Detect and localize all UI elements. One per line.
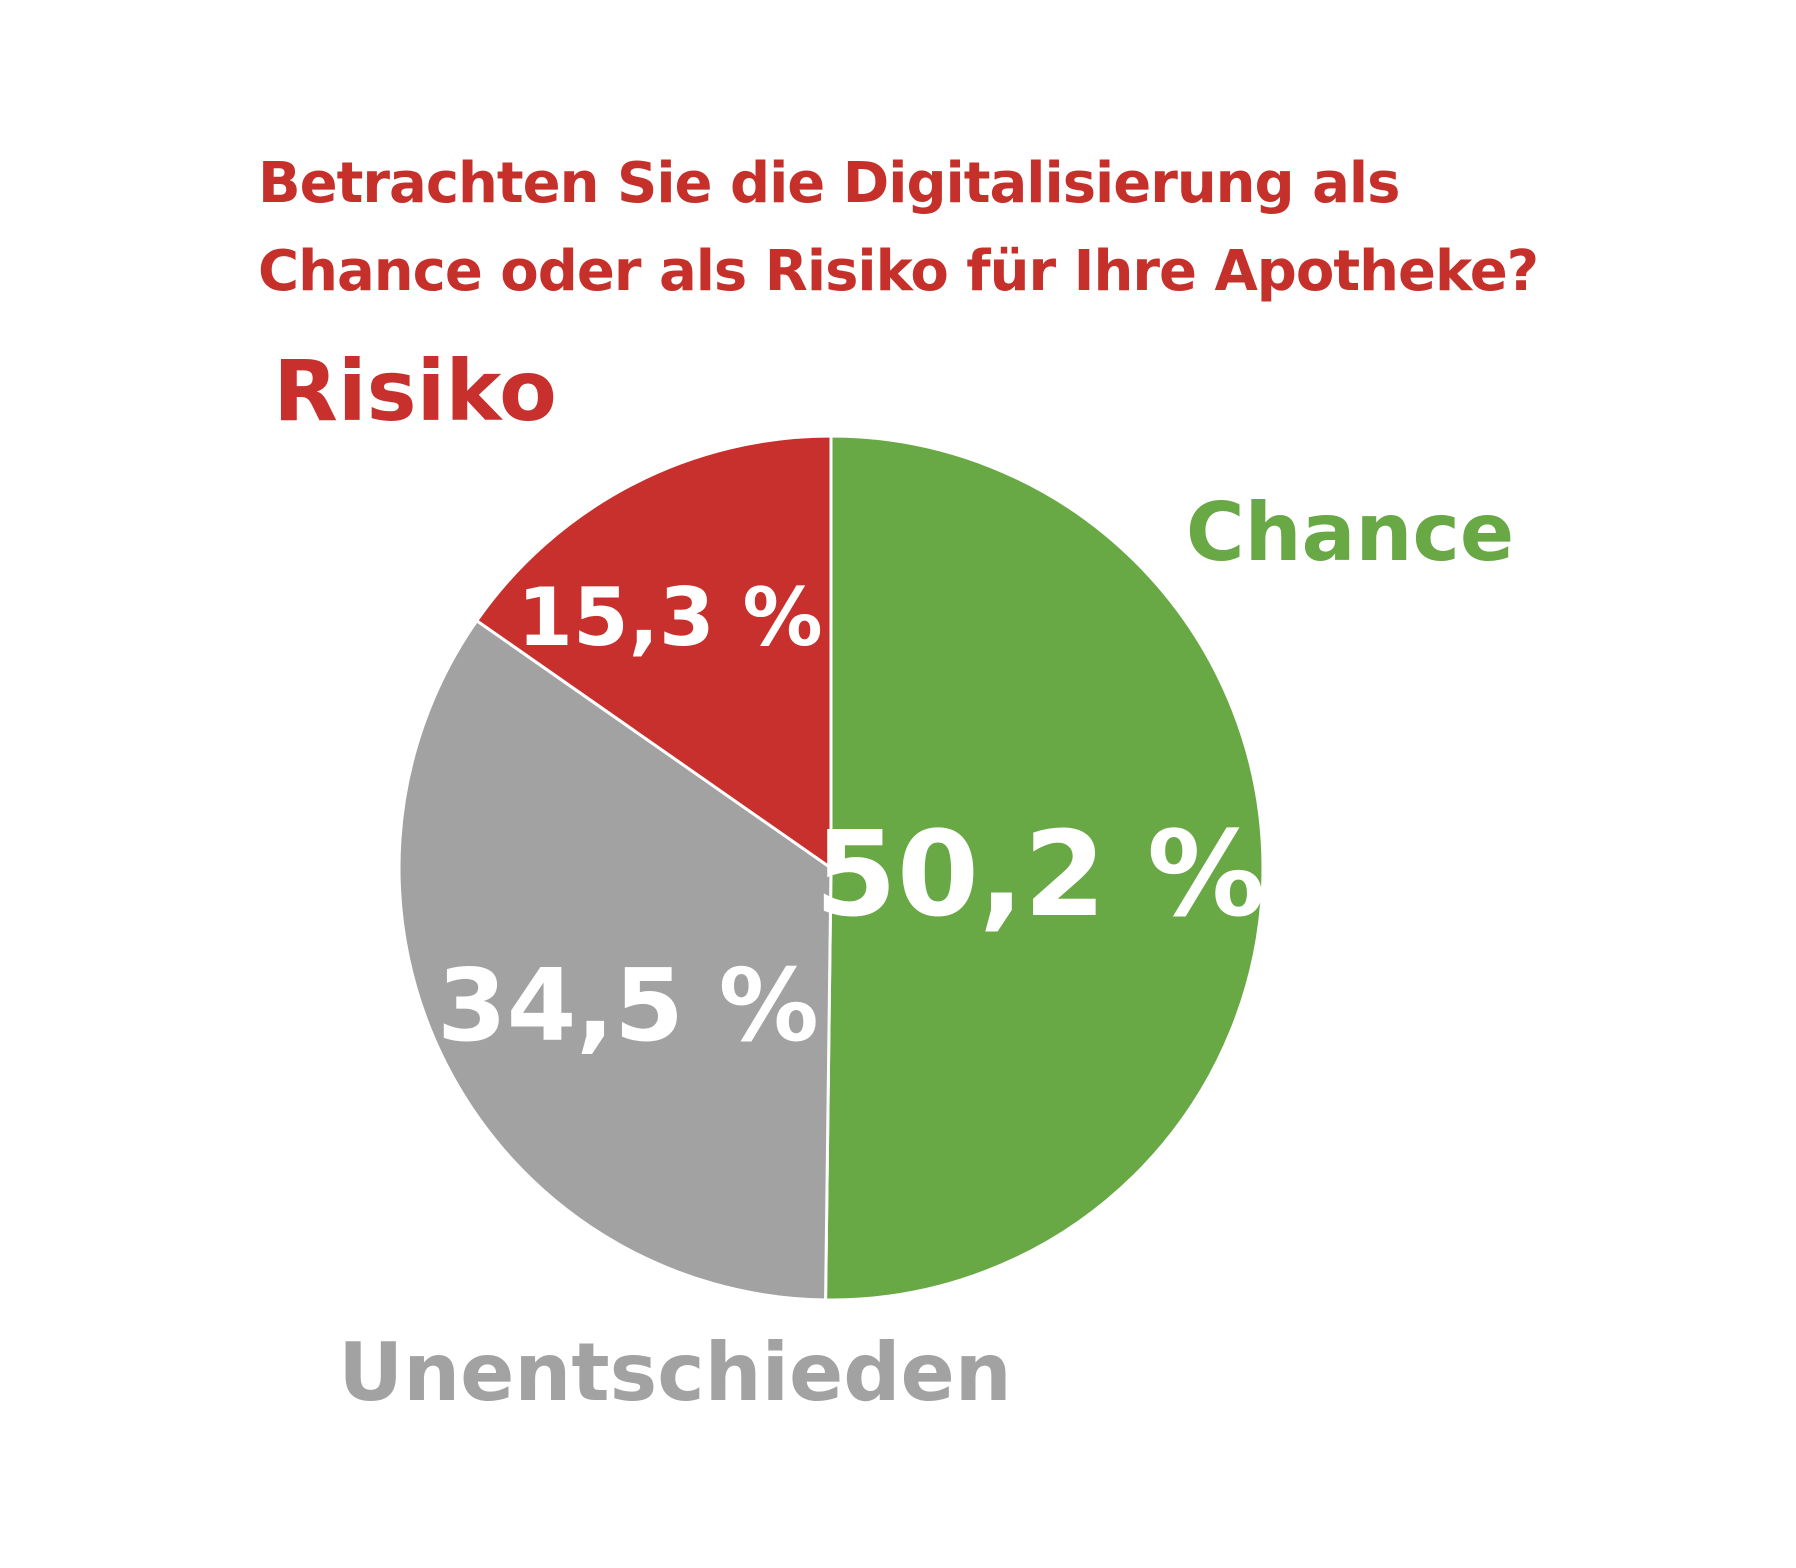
pie-slice-chance (824, 434, 1265, 1302)
slice-value-unentschieden: 34,5 % (437, 947, 819, 1064)
pie-slice-risiko (475, 434, 833, 870)
chart-title-line-2: Chance oder als Risiko für Ihre Apotheke… (258, 239, 1539, 304)
slice-name-unentschieden: Unentschieden (338, 1326, 1012, 1419)
slice-value-risiko: 15,3 % (517, 571, 822, 664)
pie-slice-unentschieden (397, 619, 833, 1302)
chart-title-line-1: Betrachten Sie die Digitalisierung als (258, 151, 1400, 216)
slice-value-chance: 50,2 % (815, 805, 1265, 943)
pie-slices (397, 434, 1265, 1302)
pie-labels: Chance 50,2 % Unentschieden 34,5 % Risiko 15,… (273, 342, 1514, 1419)
chart-title: Betrachten Sie die Digitalisierung als C… (258, 140, 1658, 316)
slice-name-chance: Chance (1186, 486, 1514, 579)
slice-name-risiko: Risiko (273, 342, 557, 440)
